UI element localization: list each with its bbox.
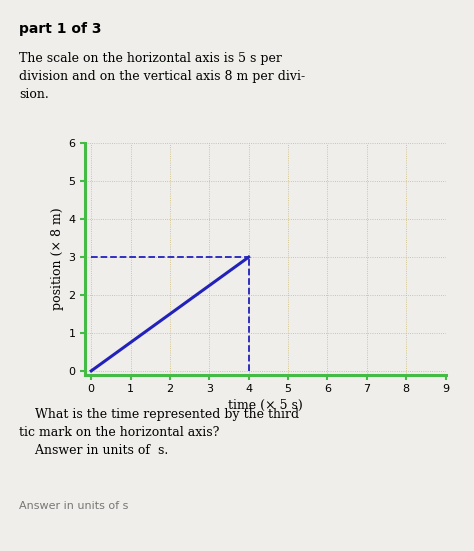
Y-axis label: position (× 8 m): position (× 8 m) [51,208,64,310]
Text: Answer in units of s: Answer in units of s [19,501,128,511]
Text: What is the time represented by the third
tic mark on the horizontal axis?
    A: What is the time represented by the thir… [19,408,299,457]
Text: The scale on the horizontal axis is 5 s per
division and on the vertical axis 8 : The scale on the horizontal axis is 5 s … [19,52,305,101]
X-axis label: time (× 5 s): time (× 5 s) [228,398,303,412]
Text: part 1 of 3: part 1 of 3 [19,21,101,36]
